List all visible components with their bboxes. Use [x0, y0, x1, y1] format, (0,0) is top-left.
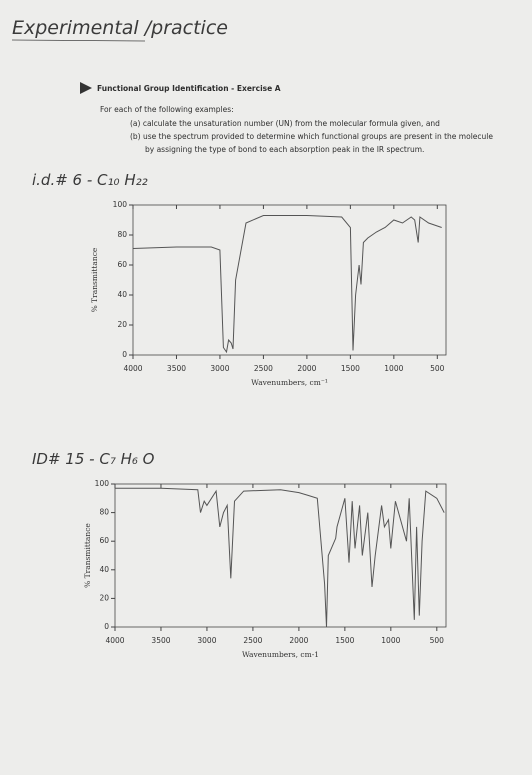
x-tick-label: 1000 [381, 636, 400, 645]
x-tick-label: 2000 [289, 636, 308, 645]
y-tick-label: 60 [117, 260, 127, 269]
y-tick-label: 0 [104, 622, 109, 631]
x-tick-label: 3000 [197, 636, 216, 645]
page-title: Experimental /practice [12, 17, 228, 39]
exercise-item: (a) calculate the unsaturation number (U… [130, 119, 440, 128]
y-tick-label: 60 [99, 536, 109, 545]
x-tick-label: 2500 [243, 636, 262, 645]
y-tick-label: 100 [113, 200, 128, 209]
spectrum-line [115, 487, 445, 628]
y-tick-label: 20 [99, 593, 109, 602]
x-axis-label: Wavenumbers, cm⁻¹ [251, 378, 328, 387]
x-axis-label: Wavenumbers, cm-1 [242, 650, 319, 659]
x-tick-label: 3500 [151, 636, 170, 645]
x-tick-label: 500 [430, 364, 445, 373]
y-axis-label: % Transmittance [90, 247, 99, 312]
arrow-icon [80, 82, 92, 94]
x-tick-label: 2000 [297, 364, 316, 373]
y-tick-label: 100 [95, 479, 110, 488]
x-tick-label: 500 [430, 636, 445, 645]
exercise-title: Functional Group Identification - Exerci… [97, 84, 281, 93]
exercise-intro: For each of the following examples: [100, 105, 234, 114]
x-tick-label: 2500 [254, 364, 273, 373]
exercise-item: (b) use the spectrum provided to determi… [130, 132, 493, 141]
example-label: i.d.# 6 - C₁₀ H₂₂ [32, 171, 148, 189]
x-tick-label: 3500 [167, 364, 186, 373]
underline [11, 39, 146, 42]
x-tick-label: 1500 [335, 636, 354, 645]
spectrum-line [132, 215, 442, 354]
example-label: ID# 15 - C₇ H₆ O [32, 450, 155, 468]
plot-frame [132, 204, 447, 356]
x-tick-label: 1500 [341, 364, 360, 373]
y-axis-label: % Transmittance [83, 523, 92, 588]
y-tick-label: 80 [117, 230, 127, 239]
y-tick-label: 40 [117, 290, 127, 299]
x-tick-label: 4000 [105, 636, 124, 645]
x-tick-label: 4000 [123, 364, 142, 373]
x-tick-label: 3000 [210, 364, 229, 373]
plot-frame [114, 483, 447, 628]
x-tick-label: 1000 [384, 364, 403, 373]
y-tick-label: 40 [99, 565, 109, 574]
y-tick-label: 20 [117, 320, 127, 329]
y-tick-label: 0 [122, 350, 127, 359]
y-tick-label: 80 [99, 508, 109, 517]
exercise-item: by assigning the type of bond to each ab… [145, 145, 424, 154]
